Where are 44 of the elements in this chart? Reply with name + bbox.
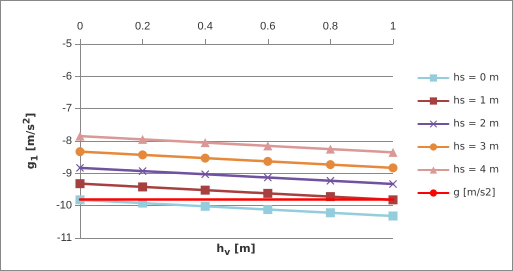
legend-label: g [m/s2] (453, 188, 496, 198)
point (200, 202, 210, 211)
point (389, 180, 397, 188)
x-tick-label: 0.2 (134, 20, 150, 32)
point (326, 144, 335, 154)
point (326, 160, 335, 170)
point (76, 179, 84, 188)
point (201, 170, 210, 178)
point (138, 150, 148, 160)
y-tick-label: -5 (62, 38, 72, 50)
legend-label: hs = 1 m (453, 96, 500, 106)
x-tick-label: 1 (390, 20, 396, 32)
legend-label: hs = 2 m (453, 118, 500, 130)
point (138, 182, 148, 192)
point (388, 212, 398, 221)
point (388, 148, 398, 157)
point (264, 174, 272, 182)
y-tick-label: -10 (56, 200, 72, 212)
point (388, 163, 398, 172)
point (263, 205, 272, 214)
legend-label: hs = 3 m (453, 142, 500, 152)
y-tick-label: -11 (56, 232, 72, 244)
point (263, 156, 272, 166)
point (326, 176, 334, 185)
point (200, 186, 210, 195)
point (138, 167, 147, 176)
x-tick-label: 0.4 (198, 20, 213, 32)
point (326, 208, 335, 218)
point (200, 154, 210, 163)
x-tick-label: 0 (76, 20, 84, 32)
y-tick-label: -8 (62, 135, 72, 147)
y-tick-label: -6 (62, 70, 72, 82)
legend-label: hs = 4 m (453, 164, 500, 176)
x-axis-title: h$_{v}$ [m] (216, 242, 256, 258)
point (200, 138, 210, 148)
point (263, 141, 272, 150)
x-tick-label: 0.8 (322, 20, 338, 32)
x-tick-label: 0.6 (260, 20, 276, 32)
y-tick-label: -7 (62, 102, 72, 115)
y-tick-label: -9 (62, 167, 72, 180)
legend-label: hs = 0 m (453, 72, 500, 84)
point (76, 147, 84, 156)
point (263, 188, 272, 198)
point (138, 134, 148, 144)
